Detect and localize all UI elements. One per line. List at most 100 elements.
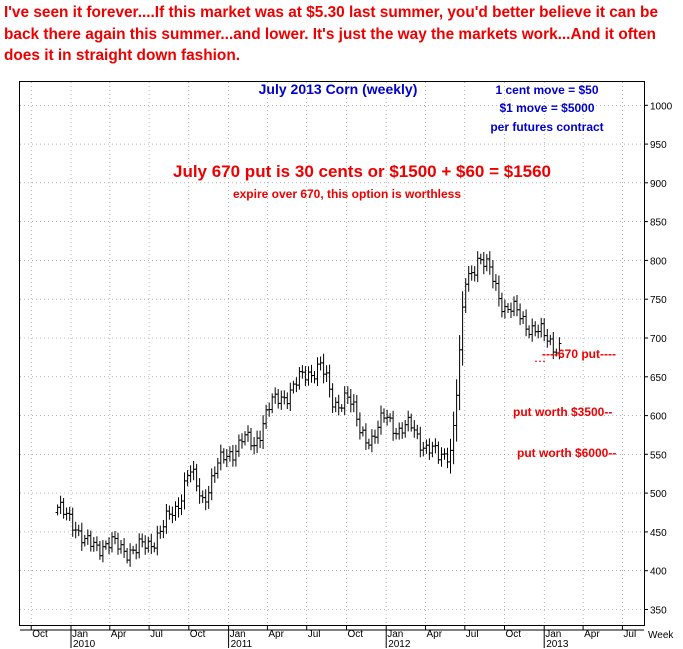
- ohlc-bar: [542, 318, 547, 342]
- x-tick-label: Jan: [545, 629, 561, 640]
- ohlc-bar: [113, 531, 117, 545]
- ohlc-bar: [203, 489, 208, 511]
- ohlc-bar: [379, 405, 383, 435]
- x-tick-label: Apr: [111, 629, 127, 640]
- ohlc-bar: [285, 392, 290, 409]
- price-bars: [55, 251, 562, 567]
- ohlc-bar: [155, 525, 160, 556]
- put-worth-3500-label: put worth $3500--: [513, 405, 612, 419]
- ohlc-bar: [318, 356, 323, 371]
- ohlc-bar: [366, 438, 371, 450]
- strike-label: ----670 put----: [542, 347, 616, 361]
- ohlc-bar: [306, 366, 311, 386]
- ohlc-bar: [527, 325, 532, 339]
- ohlc-bar: [502, 299, 507, 319]
- ohlc-bar: [490, 260, 495, 289]
- ohlc-bar: [360, 426, 365, 437]
- ohlc-bar: [255, 430, 260, 454]
- ohlc-bar: [342, 386, 347, 415]
- ohlc-bar: [451, 411, 456, 465]
- x-tick-label: Oct: [348, 629, 364, 640]
- ohlc-bar: [448, 438, 453, 474]
- y-tick-label: 500: [650, 489, 667, 500]
- put-worth-6000-label: put worth $6000--: [517, 446, 616, 460]
- y-tick-label: 350: [650, 606, 667, 617]
- ohlc-bar: [427, 438, 432, 460]
- ohlc-bar: [373, 429, 377, 444]
- ohlc-bar: [264, 404, 269, 429]
- y-tick-label: 550: [650, 450, 667, 461]
- x-tick-label: Jul: [308, 629, 321, 640]
- x-tick-label: Jan: [230, 629, 246, 640]
- ohlc-bar: [134, 543, 139, 560]
- ohlc-bar: [246, 425, 250, 442]
- ohlc-bar: [258, 430, 263, 449]
- ohlc-bar: [88, 530, 93, 552]
- ohlc-bar: [91, 537, 96, 552]
- y-tick-label: 400: [650, 567, 667, 578]
- y-tick-label: 700: [650, 334, 667, 345]
- ohlc-bar: [215, 458, 220, 479]
- x-tick-label: Apr: [268, 629, 284, 640]
- ohlc-bar: [369, 429, 374, 453]
- ohlc-bar: [128, 543, 133, 567]
- ohlc-bar: [97, 541, 102, 560]
- ohlc-bar: [415, 424, 420, 440]
- ohlc-bar: [324, 365, 329, 382]
- contract-info-line-1: 1 cent move = $50: [495, 83, 598, 97]
- x-tick-label: Apr: [427, 629, 443, 640]
- contract-info-line-2: $1 move = $5000: [499, 101, 594, 115]
- ohlc-bar: [548, 334, 553, 346]
- ohlc-bar: [545, 329, 550, 348]
- ohlc-bar: [288, 382, 293, 411]
- ohlc-bar: [539, 317, 544, 338]
- ohlc-bar: [243, 431, 247, 446]
- ohlc-bar: [212, 466, 217, 483]
- ohlc-bar: [261, 415, 266, 449]
- x-axis: Oct Jan Apr Jul Oct Jan Apr Jul Oct Jan Apr Jul Oct J…: [20, 625, 644, 649]
- ohlc-bar: [406, 410, 411, 432]
- ohlc-bar: [270, 393, 275, 414]
- ohlc-bar: [61, 498, 66, 519]
- ohlc-bar: [445, 447, 450, 469]
- ohlc-bar: [330, 383, 335, 413]
- ohlc-bar: [82, 534, 87, 547]
- ohlc-bar: [515, 295, 519, 317]
- ohlc-bar: [110, 532, 114, 553]
- y-tick-label: 450: [650, 528, 667, 539]
- ohlc-bar: [209, 468, 214, 501]
- ohlc-bar: [279, 390, 284, 410]
- ohlc-bar: [457, 335, 462, 411]
- ohlc-bar: [173, 501, 178, 521]
- ohlc-bar: [249, 428, 253, 451]
- ohlc-bar: [291, 380, 296, 394]
- year-label: 2012: [388, 639, 411, 649]
- ohlc-bar: [188, 465, 193, 483]
- ohlc-bar: [336, 394, 341, 416]
- x-tick-label: Oct: [32, 629, 48, 640]
- ohlc-bar: [418, 426, 423, 458]
- ohlc-bar: [463, 278, 468, 313]
- ohlc-bar: [197, 478, 202, 504]
- ohlc-bar: [315, 357, 320, 386]
- ohlc-bar: [484, 254, 489, 272]
- ohlc-bar: [382, 408, 386, 423]
- ohlc-bar: [230, 444, 235, 467]
- ohlc-bar: [103, 540, 108, 550]
- y-tick-label: 800: [650, 256, 667, 267]
- y-axis: 350 400 450 500 550 600 650 700 750 800 850 900 950 1…: [644, 101, 673, 617]
- ohlc-bar: [400, 422, 405, 439]
- ohlc-bar: [493, 274, 498, 291]
- year-label: 2010: [73, 639, 96, 649]
- ohlc-bar: [236, 434, 241, 457]
- ohlc-bar: [107, 537, 111, 555]
- ohlc-bar: [64, 507, 69, 521]
- ohlc-bar: [152, 542, 157, 553]
- ohlc-bar: [321, 353, 326, 384]
- ohlc-bar: [191, 461, 196, 481]
- ohlc-bar: [119, 540, 123, 554]
- ohlc-bar: [170, 506, 175, 524]
- ohlc-bar: [424, 439, 429, 454]
- ohlc-bar: [273, 387, 278, 404]
